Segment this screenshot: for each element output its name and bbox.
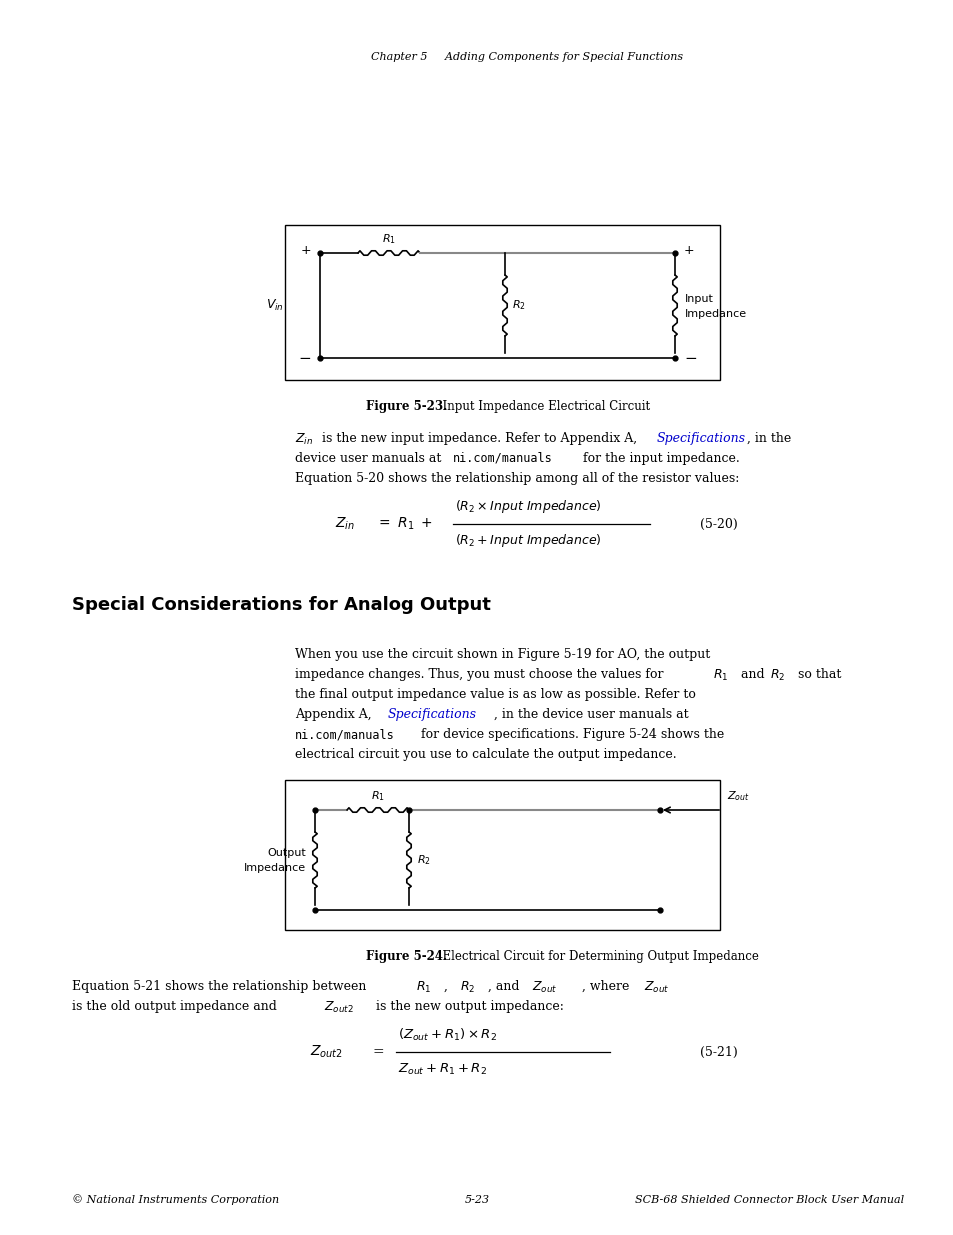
Text: , in the device user manuals at: , in the device user manuals at <box>494 708 688 721</box>
Text: $R_1$: $R_1$ <box>416 981 431 995</box>
Text: device user manuals at: device user manuals at <box>294 452 445 466</box>
Text: $Z_{out} + R_1 + R_2$: $Z_{out} + R_1 + R_2$ <box>397 1061 486 1077</box>
Text: , and: , and <box>488 981 523 993</box>
Text: Electrical Circuit for Determining Output Impedance: Electrical Circuit for Determining Outpu… <box>435 950 758 963</box>
Text: Output: Output <box>267 848 306 858</box>
Text: electrical circuit you use to calculate the output impedance.: electrical circuit you use to calculate … <box>294 748 676 761</box>
Text: ni.com/manuals: ni.com/manuals <box>453 452 552 466</box>
Text: © National Instruments Corporation: © National Instruments Corporation <box>71 1194 279 1205</box>
Text: ,: , <box>443 981 452 993</box>
Text: $Z_{out}$: $Z_{out}$ <box>532 981 557 995</box>
Text: $Z_{out2}$: $Z_{out2}$ <box>310 1044 342 1060</box>
Text: Special Considerations for Analog Output: Special Considerations for Analog Output <box>71 597 491 614</box>
Text: is the new input impedance. Refer to Appendix A,: is the new input impedance. Refer to App… <box>322 432 637 445</box>
Text: Specifications: Specifications <box>388 708 476 721</box>
Text: ni.com/manuals: ni.com/manuals <box>294 727 395 741</box>
Text: +: + <box>683 245 694 258</box>
Text: $Z_{out}$: $Z_{out}$ <box>643 981 669 995</box>
Text: $(R_2 + \mathit{Input\ Impedance})$: $(R_2 + \mathit{Input\ Impedance})$ <box>455 532 601 550</box>
Text: for device specifications. Figure 5-24 shows the: for device specifications. Figure 5-24 s… <box>420 727 723 741</box>
Text: $R_2$: $R_2$ <box>416 853 431 867</box>
Text: $R_2$: $R_2$ <box>459 981 475 995</box>
Text: Specifications: Specifications <box>657 432 745 445</box>
Text: $(R_2 \times \mathit{Input\ Impedance})$: $(R_2 \times \mathit{Input\ Impedance})$ <box>455 499 601 515</box>
Bar <box>285 225 720 380</box>
Text: +: + <box>300 245 311 258</box>
Text: the final output impedance value is as low as possible. Refer to: the final output impedance value is as l… <box>294 688 695 701</box>
Text: impedance changes. Thus, you must choose the values for: impedance changes. Thus, you must choose… <box>294 668 667 680</box>
Text: $R_2$: $R_2$ <box>769 668 784 683</box>
Text: =: = <box>372 1045 383 1058</box>
Text: Input: Input <box>684 294 713 305</box>
Text: Chapter 5     Adding Components for Special Functions: Chapter 5 Adding Components for Special … <box>371 52 682 62</box>
Text: −: − <box>298 352 311 367</box>
Text: Equation 5-20 shows the relationship among all of the resistor values:: Equation 5-20 shows the relationship amo… <box>294 472 739 485</box>
Text: and: and <box>740 668 768 680</box>
Text: is the new output impedance:: is the new output impedance: <box>375 1000 563 1013</box>
Text: $R_1$: $R_1$ <box>371 789 385 803</box>
Text: for the input impedance.: for the input impedance. <box>582 452 739 466</box>
Text: (5-21): (5-21) <box>700 1046 737 1058</box>
Text: $Z_{in}$: $Z_{in}$ <box>335 516 355 532</box>
Text: so that: so that <box>797 668 841 680</box>
Text: is the old output impedance and: is the old output impedance and <box>71 1000 280 1013</box>
Text: $Z_{out}$: $Z_{out}$ <box>726 789 749 803</box>
Text: $= \ R_1 \ +$: $= \ R_1 \ +$ <box>375 516 433 532</box>
Text: Input Impedance Electrical Circuit: Input Impedance Electrical Circuit <box>435 400 649 412</box>
Text: 5-23: 5-23 <box>464 1195 489 1205</box>
Text: Impedance: Impedance <box>684 310 746 320</box>
Text: $R_2$: $R_2$ <box>512 299 525 312</box>
Text: Figure 5-23.: Figure 5-23. <box>366 400 447 412</box>
Bar <box>285 781 720 930</box>
Text: −: − <box>683 352 696 367</box>
Text: SCB-68 Shielded Connector Block User Manual: SCB-68 Shielded Connector Block User Man… <box>634 1195 903 1205</box>
Text: $(Z_{out} + R_1) \times R_2$: $(Z_{out} + R_1) \times R_2$ <box>397 1028 497 1044</box>
Text: (5-20): (5-20) <box>700 517 737 531</box>
Text: $R_1$: $R_1$ <box>381 232 395 246</box>
Text: $Z_{out2}$: $Z_{out2}$ <box>324 1000 354 1015</box>
Text: Figure 5-24.: Figure 5-24. <box>366 950 447 963</box>
Text: When you use the circuit shown in Figure 5-19 for AO, the output: When you use the circuit shown in Figure… <box>294 648 709 661</box>
Text: Equation 5-21 shows the relationship between: Equation 5-21 shows the relationship bet… <box>71 981 370 993</box>
Text: Appendix A,: Appendix A, <box>294 708 375 721</box>
Text: Impedance: Impedance <box>244 863 306 873</box>
Text: $V_{in}$: $V_{in}$ <box>266 298 284 312</box>
Text: $R_1$: $R_1$ <box>712 668 728 683</box>
Text: , where: , where <box>581 981 633 993</box>
Text: , in the: , in the <box>746 432 790 445</box>
Text: $Z_{in}$: $Z_{in}$ <box>294 432 313 447</box>
